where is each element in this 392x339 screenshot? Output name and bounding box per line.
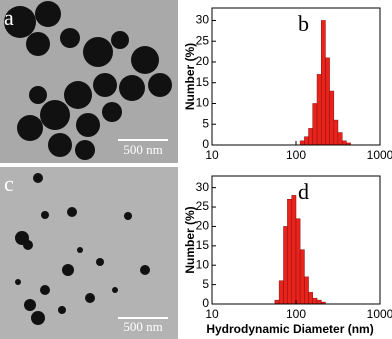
image-label: c <box>4 171 14 196</box>
bar <box>304 136 309 146</box>
bar <box>304 276 309 305</box>
bar <box>341 140 347 146</box>
bar <box>329 90 335 146</box>
bar <box>299 140 305 146</box>
y-tick-label: 30 <box>196 180 210 194</box>
tem-image-a: a 500 nm <box>0 0 178 163</box>
image-label: a <box>4 5 14 30</box>
y-tick-label: 0 <box>202 296 209 310</box>
y-axis-title: Number (%) <box>183 206 197 273</box>
x-tick-label: 100 <box>286 307 306 321</box>
bar <box>299 249 305 305</box>
bar <box>333 119 339 146</box>
bar <box>312 103 318 146</box>
y-tick-label: 25 <box>196 199 210 213</box>
y-tick-label: 5 <box>202 277 209 291</box>
bar <box>321 20 326 146</box>
bar <box>337 132 343 146</box>
y-tick-label: 10 <box>196 257 210 271</box>
bar <box>291 195 297 305</box>
panel-label: d <box>298 179 309 204</box>
bar <box>287 199 292 305</box>
bar <box>274 299 280 305</box>
bar <box>283 226 288 305</box>
scale-bar-label: 500 nm <box>123 319 162 334</box>
tem-image-c: c 500 nm <box>0 167 178 339</box>
scale-bar-label: 500 nm <box>123 142 162 157</box>
plot-frame <box>211 7 381 146</box>
bar <box>308 292 313 305</box>
y-tick-label: 0 <box>202 137 209 151</box>
panel-label: b <box>298 11 309 36</box>
bar <box>316 299 322 305</box>
y-tick-label: 15 <box>196 238 210 252</box>
bar <box>316 74 322 146</box>
x-tick-label: 100 <box>286 148 306 162</box>
bar <box>308 128 313 146</box>
x-tick-label: 10 <box>205 148 219 162</box>
y-tick-label: 10 <box>196 96 210 110</box>
x-tick-label: 10 <box>205 307 219 321</box>
y-tick-label: 20 <box>196 54 210 68</box>
y-axis-title: Number (%) <box>183 43 197 110</box>
y-tick-label: 25 <box>196 33 210 47</box>
x-tick-label: 1000 <box>367 307 392 321</box>
x-tick-label: 1000 <box>367 148 392 162</box>
bar <box>278 280 284 305</box>
y-tick-label: 5 <box>202 116 209 130</box>
y-tick-label: 20 <box>196 219 210 233</box>
bar <box>295 218 301 305</box>
bar <box>312 297 318 305</box>
y-tick-label: 30 <box>196 13 210 27</box>
x-axis-title: Hydrodynamic Diameter (nm) <box>206 322 373 336</box>
bar <box>325 57 330 146</box>
y-tick-label: 15 <box>196 75 210 89</box>
